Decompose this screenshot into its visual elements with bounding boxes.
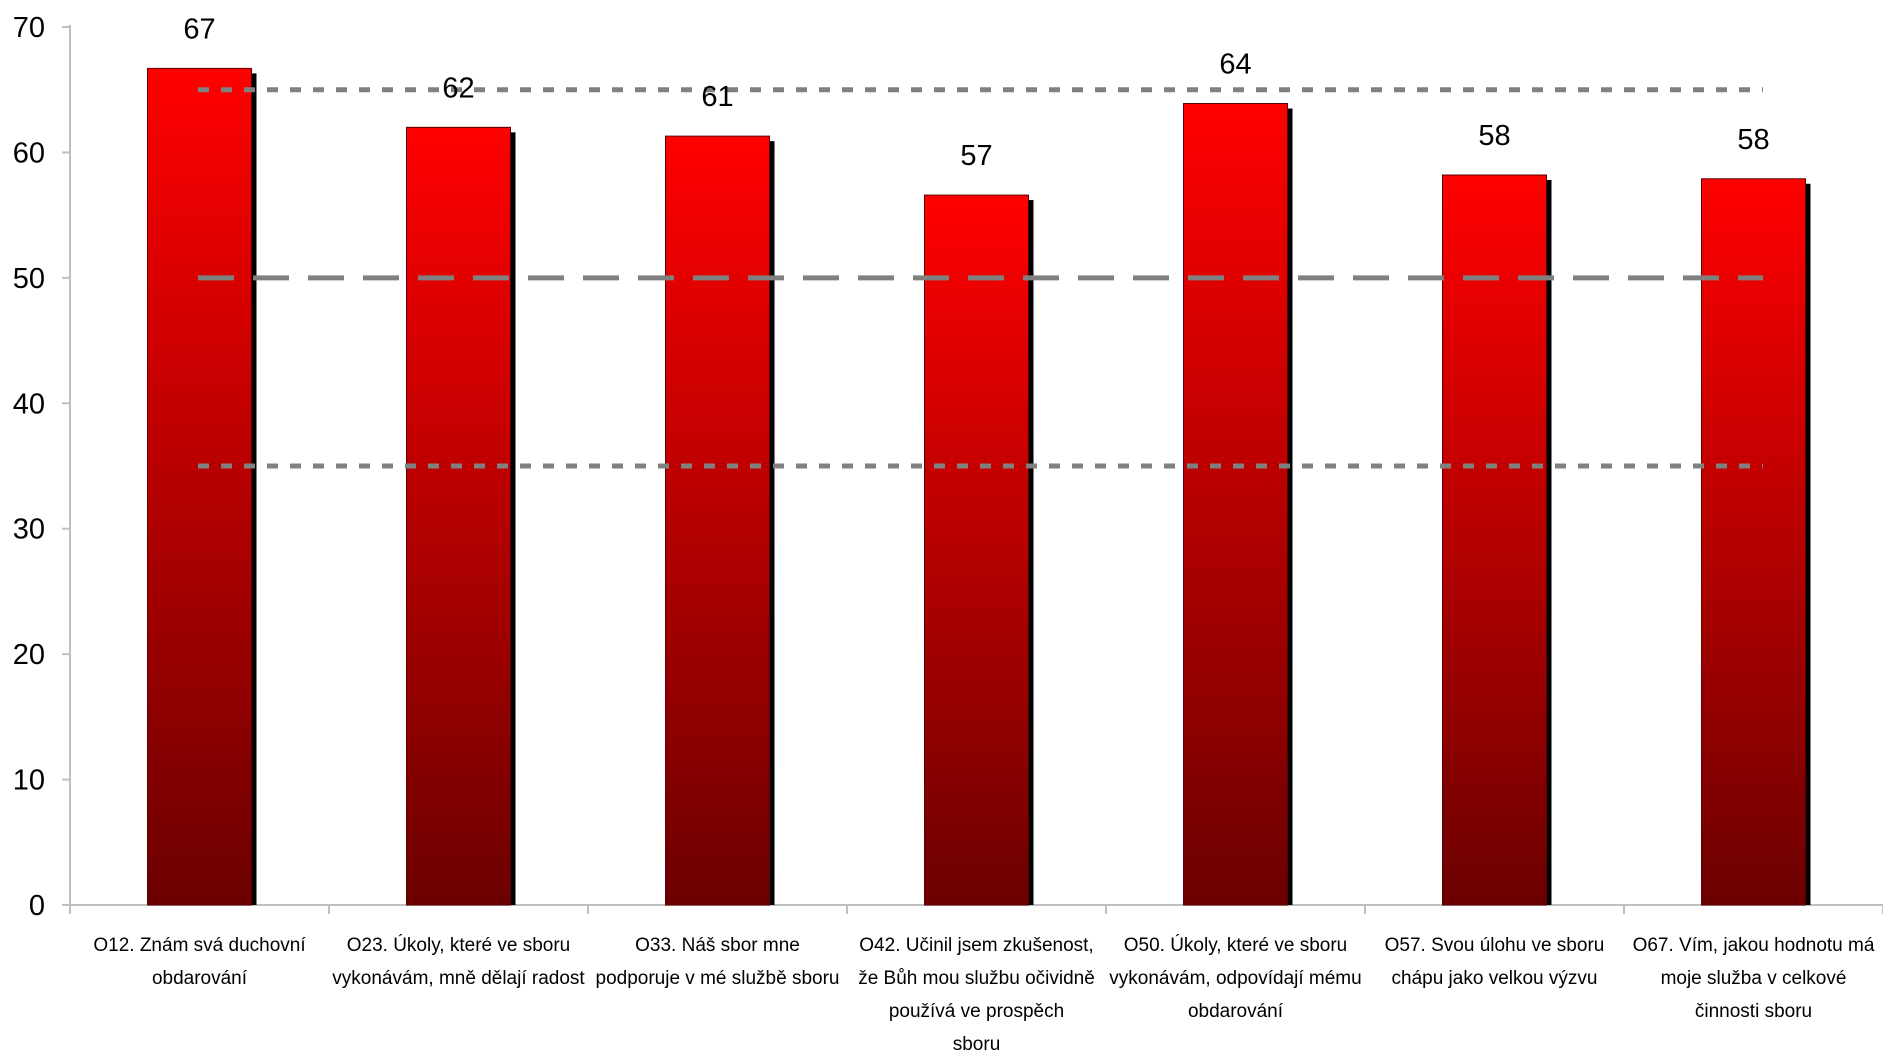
x-axis — [69, 904, 1883, 914]
category-label-line: používá ve prospěch — [889, 1001, 1064, 1022]
bar-value-label: 61 — [701, 81, 733, 113]
bar-value-label: 67 — [183, 13, 215, 45]
category-label: O23. Úkoly, které ve sboru vykonávám, mně… — [332, 934, 585, 989]
bar-value-label: 64 — [1219, 49, 1251, 81]
category-label-line: chápu jako velkou výzvu — [1392, 968, 1598, 989]
y-axis: 0 10 20 30 40 50 60 70 — [13, 12, 71, 922]
category-label-line: činnosti sboru — [1695, 1001, 1812, 1022]
y-tick-label: 70 — [13, 12, 45, 44]
y-tick-label: 30 — [13, 514, 45, 546]
y-tick-label: 40 — [13, 388, 45, 420]
category-label-line: O33. Náš sbor mne — [635, 935, 800, 956]
reference-lines — [198, 87, 1763, 469]
category-label-line: O12. Znám svá duchovní — [93, 935, 306, 956]
bar-value-label: 62 — [442, 72, 474, 104]
category-label: O67. Vím, jakou hodnotu má moje služba v … — [1633, 935, 1875, 1022]
category-label-line: O23. Úkoly, které ve sboru — [347, 934, 571, 956]
category-label-line: O57. Svou úlohu ve sboru — [1385, 935, 1605, 956]
y-tick-label: 50 — [13, 263, 45, 295]
category-label: O42. Učinil jsem zkušenost, že Bůh mou sl… — [858, 935, 1095, 1053]
bar — [147, 67, 252, 906]
category-label-line: moje služba v celkové — [1661, 968, 1847, 989]
category-label-line: O67. Vím, jakou hodnotu má — [1633, 935, 1875, 956]
bar — [924, 194, 1029, 906]
bar — [406, 126, 511, 906]
category-label: O33. Náš sbor mne podporuje v mé službě s… — [596, 935, 840, 989]
y-tick-label: 20 — [13, 639, 45, 671]
bar — [1442, 174, 1547, 906]
bar-value-label: 58 — [1737, 124, 1769, 156]
category-label-line: vykonávám, odpovídají mému — [1109, 968, 1361, 989]
category-label: O50. Úkoly, které ve sboru vykonávám, odp… — [1109, 934, 1361, 1022]
category-label-line: že Bůh mou službu očividně — [858, 968, 1095, 989]
category-labels: O12. Znám svá duchovní obdarování O23. Úko… — [93, 934, 1874, 1053]
y-tick-label: 0 — [29, 890, 45, 922]
bar — [1701, 178, 1806, 906]
category-label-line: obdarování — [152, 968, 248, 989]
data-labels: 67 62 61 57 64 58 58 — [183, 13, 1769, 172]
category-label-line: sboru — [953, 1034, 1001, 1053]
y-tick-label: 60 — [13, 137, 45, 169]
category-label-line: O42. Učinil jsem zkušenost, — [859, 935, 1093, 956]
category-label-line: O50. Úkoly, které ve sboru — [1124, 934, 1348, 956]
bar-series — [147, 67, 1811, 906]
category-label-line: obdarování — [1188, 1001, 1284, 1022]
y-tick-label: 10 — [13, 765, 45, 797]
category-label-line: vykonávám, mně dělají radost — [332, 968, 585, 989]
bar — [1183, 103, 1288, 906]
bar-value-label: 58 — [1478, 120, 1510, 152]
bar — [665, 135, 770, 906]
category-label-line: podporuje v mé službě sboru — [596, 968, 840, 989]
category-label: O12. Znám svá duchovní obdarování — [93, 935, 306, 989]
category-label: O57. Svou úlohu ve sboru chápu jako velko… — [1385, 935, 1605, 989]
bar-value-label: 57 — [960, 140, 992, 172]
